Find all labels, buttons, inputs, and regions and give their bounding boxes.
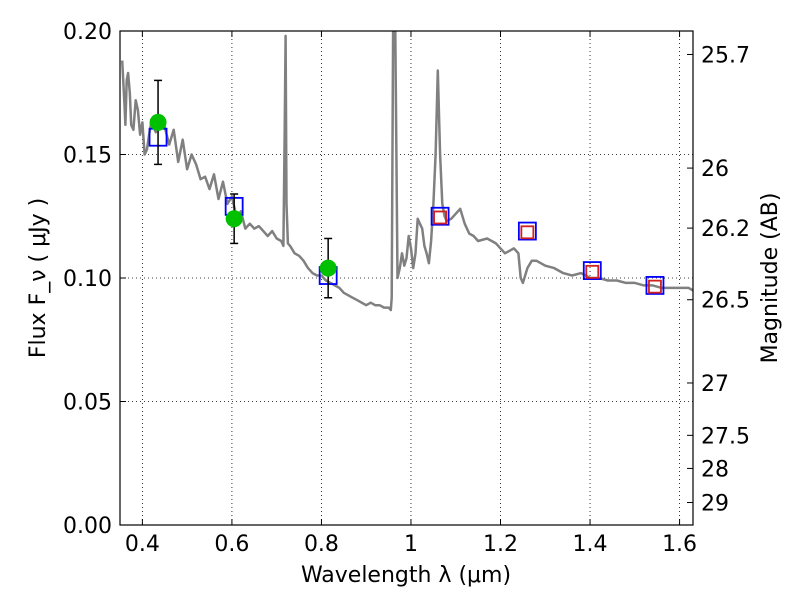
right-tick-label: 26.5 bbox=[701, 289, 750, 314]
y-tick-label: 0.10 bbox=[63, 267, 112, 292]
observed-nir-square bbox=[520, 225, 535, 240]
y-tick-label: 0.00 bbox=[63, 514, 112, 539]
x-tick-label: 1 bbox=[404, 532, 418, 557]
y-tick-label: 0.05 bbox=[63, 391, 112, 416]
right-axis-label: Magnitude (AB) bbox=[758, 193, 783, 364]
x-tick-label: 1.4 bbox=[573, 532, 608, 557]
right-tick-label: 27 bbox=[701, 372, 729, 397]
right-tick-label: 26 bbox=[701, 157, 729, 182]
x-tick-label: 0.8 bbox=[304, 532, 339, 557]
observed-optical-point bbox=[149, 113, 167, 131]
model-photometry-square bbox=[517, 221, 537, 241]
plot-frame bbox=[119, 30, 694, 526]
y-tick-label: 0.20 bbox=[63, 20, 112, 45]
model-photometry-square bbox=[430, 206, 450, 226]
observed-nir-square bbox=[648, 279, 662, 294]
plot-area bbox=[120, 31, 693, 312]
observed-nir-square bbox=[585, 264, 600, 279]
model-photometry-square bbox=[582, 261, 602, 280]
x-tick-label: 0.4 bbox=[125, 532, 160, 557]
right-tick-label: 27.5 bbox=[701, 424, 750, 449]
x-tick-label: 1.6 bbox=[662, 532, 697, 557]
x-tick-label: 1.2 bbox=[483, 532, 518, 557]
y-tick-label: 0.15 bbox=[63, 144, 112, 169]
right-tick-label: 26.2 bbox=[701, 217, 750, 242]
right-tick-label: 25.7 bbox=[701, 43, 750, 68]
y-axis-label: Flux F_ν ( μJy ) bbox=[26, 198, 51, 358]
observed-optical-point bbox=[319, 259, 337, 277]
x-axis-label: Wavelength λ (μm) bbox=[301, 563, 511, 588]
observed-optical-point bbox=[225, 210, 243, 228]
x-tick-label: 0.6 bbox=[214, 532, 249, 557]
observed-nir-square bbox=[433, 210, 447, 225]
sed-model-line bbox=[120, 31, 693, 312]
model-photometry-square bbox=[645, 276, 665, 295]
right-tick-label: 28 bbox=[701, 457, 729, 482]
axis-ticks: 0.4 0.6 0.8 1 1.2 1.4 1.6 0.00 0.05 0.10 0.15 0.20 2… bbox=[63, 20, 750, 557]
grid-lines bbox=[120, 31, 693, 525]
right-tick-label: 29 bbox=[701, 492, 729, 517]
